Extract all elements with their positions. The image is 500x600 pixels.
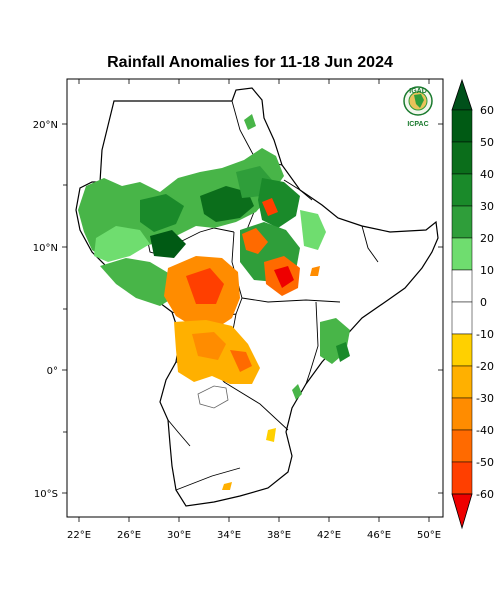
colorbar-label-60: 60 xyxy=(480,104,494,117)
lat-label-20n: 20°N xyxy=(33,120,58,131)
colorbar-label-neg20: -20 xyxy=(476,360,494,373)
colorbar-label-10: 10 xyxy=(480,264,494,277)
colorbar-label-30: 30 xyxy=(480,200,494,213)
colorbar-swatch-10 xyxy=(451,269,473,303)
colorbar-label-neg60: -60 xyxy=(476,488,494,501)
colorbar-label-20: 20 xyxy=(480,232,494,245)
lat-label-10s: 10°S xyxy=(34,489,58,500)
lon-label-34e: 34°E xyxy=(217,530,241,541)
colorbar-top-arrow xyxy=(451,78,473,111)
lon-label-38e: 38°E xyxy=(267,530,291,541)
colorbar-label-neg50: -50 xyxy=(476,456,494,469)
colorbar: 60 50 40 30 20 10 0 -10 -20 -30 -40 -50 … xyxy=(451,78,494,530)
colorbar-swatch-neg10 xyxy=(451,333,473,367)
colorbar-label-neg10: -10 xyxy=(476,328,494,341)
lon-label-42e: 42°E xyxy=(317,530,341,541)
colorbar-label-neg40: -40 xyxy=(476,424,494,437)
lon-label-46e: 46°E xyxy=(367,530,391,541)
colorbar-label-0: 0 xyxy=(480,296,487,309)
map-title: Rainfall Anomalies for 11-18 Jun 2024 xyxy=(107,54,393,71)
colorbar-swatch-neg30 xyxy=(451,397,473,431)
colorbar-swatch-neg50 xyxy=(451,461,473,495)
colorbar-bottom-arrow xyxy=(451,493,473,530)
lat-tick-labels: 20°N 10°N 0° 10°S xyxy=(33,120,58,500)
colorbar-swatch-50 xyxy=(451,141,473,175)
lon-ticks xyxy=(78,79,430,522)
colorbar-swatch-60 xyxy=(451,109,473,143)
igad-icpac-logo: IGAD ICPAC xyxy=(403,86,433,128)
negative-anomaly-areas xyxy=(164,198,320,490)
colorbar-swatch-neg40 xyxy=(451,429,473,463)
lon-label-30e: 30°E xyxy=(167,530,191,541)
colorbar-swatch-30 xyxy=(451,205,473,239)
logo-bottom-text: ICPAC xyxy=(407,121,428,128)
lon-tick-labels: 22°E 26°E 30°E 34°E 38°E 42°E 46°E 50°E xyxy=(67,530,441,541)
map-frame xyxy=(66,78,444,518)
lat-ticks xyxy=(62,123,443,494)
colorbar-label-neg30: -30 xyxy=(476,392,494,405)
lon-label-50e: 50°E xyxy=(417,530,441,541)
colorbar-swatch-20 xyxy=(451,237,473,271)
lat-label-0: 0° xyxy=(47,366,58,377)
lon-label-22e: 22°E xyxy=(67,530,91,541)
colorbar-swatch-40 xyxy=(451,173,473,207)
lake-outline xyxy=(197,385,229,409)
colorbar-label-50: 50 xyxy=(480,136,494,149)
colorbar-swatch-0 xyxy=(451,301,473,335)
lat-label-10n: 10°N xyxy=(33,243,58,254)
lon-label-26e: 26°E xyxy=(117,530,141,541)
colorbar-swatch-neg20 xyxy=(451,365,473,399)
colorbar-label-40: 40 xyxy=(480,168,494,181)
logo-top-text: IGAD xyxy=(409,88,427,95)
